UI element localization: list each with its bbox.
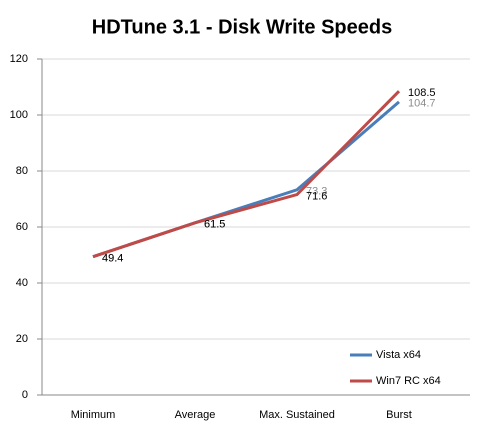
y-tick-label: 40 <box>16 277 28 289</box>
y-tick-label: 80 <box>16 165 28 177</box>
x-tick-label: Max. Sustained <box>259 409 335 421</box>
y-tick-label: 0 <box>22 389 28 401</box>
y-tick-label: 120 <box>10 53 28 65</box>
data-label: 73.3 <box>306 186 327 198</box>
chart-title: HDTune 3.1 - Disk Write Speeds <box>92 16 392 38</box>
y-tick-label: 60 <box>16 221 28 233</box>
series-line <box>92 90 401 259</box>
x-tick-label: Minimum <box>71 409 116 421</box>
y-tick-label: 100 <box>10 109 28 121</box>
data-label: 49.4 <box>102 253 123 265</box>
data-label: 61.5 <box>204 219 225 231</box>
data-label: 61.5 <box>204 219 225 231</box>
data-label: 49.4 <box>102 253 123 265</box>
legend-label: Win7 RC x64 <box>376 375 441 387</box>
data-label: 108.5 <box>408 87 436 99</box>
data-label: 104.7 <box>408 98 436 110</box>
x-tick-label: Average <box>175 409 216 421</box>
legend-label: Vista x64 <box>376 349 421 361</box>
data-label: 71.6 <box>306 190 327 202</box>
x-tick-label: Burst <box>386 409 412 421</box>
y-tick-label: 20 <box>16 333 28 345</box>
